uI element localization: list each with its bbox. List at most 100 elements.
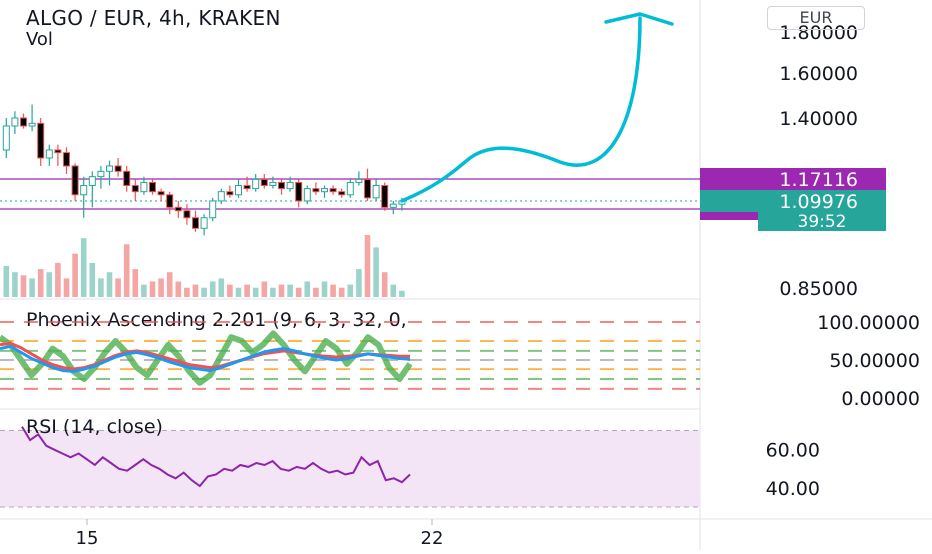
- candle-body: [157, 191, 165, 196]
- volume-bar: [244, 284, 250, 297]
- rsi-line: [21, 426, 411, 488]
- candle-body: [140, 181, 148, 193]
- volume-bar: [55, 262, 61, 297]
- price-tick-label: 1.80000: [779, 22, 858, 44]
- candle-body: [106, 165, 113, 172]
- candle-body: [364, 178, 371, 199]
- volume-bar: [235, 287, 242, 297]
- time-tick-label: 22: [421, 528, 444, 549]
- countdown-tag: [758, 211, 886, 231]
- candle-body: [372, 185, 380, 199]
- candle-body: [174, 206, 182, 212]
- candle-body: [80, 185, 88, 196]
- candle-body: [200, 217, 208, 229]
- phoenix-tick-label: 100.00000: [817, 312, 920, 334]
- volume-bar: [390, 284, 397, 297]
- candle-body: [338, 191, 346, 196]
- volume-bar: [12, 272, 18, 297]
- currency-button[interactable]: EUR: [767, 6, 865, 30]
- candle-body: [192, 217, 199, 229]
- volume-bar: [132, 269, 139, 297]
- candle-body: [28, 122, 36, 127]
- candle-body: [226, 191, 234, 196]
- volume-bar: [106, 272, 113, 297]
- volume-bar: [46, 272, 53, 297]
- symbol-title: ALGO / EUR, 4h, KRAKEN: [26, 6, 281, 30]
- price-tick-label: 0.85000: [779, 278, 858, 300]
- candle-body: [63, 152, 70, 167]
- volume-bar: [356, 269, 362, 297]
- candle-body: [71, 165, 79, 196]
- volume-bar: [399, 290, 405, 297]
- volume-bar: [141, 284, 147, 297]
- candle-body: [381, 185, 389, 208]
- phoenix-title: Phoenix Ascending 2.201 (9, 6, 3, 32, 0,: [26, 309, 407, 331]
- candle-body: [295, 181, 303, 202]
- volume-bar: [3, 266, 10, 297]
- candle-body: [260, 178, 268, 187]
- candle-body: [97, 170, 105, 178]
- volume-bar: [115, 278, 121, 297]
- rsi-band: [0, 430, 700, 507]
- candle-body: [123, 170, 131, 187]
- resistance-price-tag: [700, 168, 886, 190]
- candle-body: [389, 203, 397, 208]
- volume-bar: [287, 284, 293, 297]
- candle-body: [303, 188, 311, 202]
- candle-body: [269, 181, 277, 187]
- candle-body: [355, 178, 363, 183]
- volume-bar: [20, 275, 27, 297]
- candle-body: [131, 185, 139, 193]
- volume-bar: [29, 278, 35, 297]
- price-tick-label: 1.60000: [779, 63, 858, 85]
- volume-bar: [72, 253, 78, 297]
- candle-body: [166, 194, 174, 208]
- volume-bar: [192, 284, 199, 297]
- volume-bar: [373, 247, 379, 297]
- candle-body: [149, 181, 156, 193]
- countdown-label: 39:52: [798, 212, 847, 232]
- candle-body: [45, 149, 53, 159]
- candle-body: [346, 181, 354, 196]
- time-tick-label: 15: [76, 528, 99, 549]
- candle-body: [20, 117, 27, 127]
- candle-body: [252, 178, 260, 190]
- candle-body: [312, 188, 320, 193]
- volume-bar: [313, 287, 319, 297]
- volume-bar: [37, 269, 44, 297]
- volume-bar: [184, 287, 190, 297]
- current-price-tag: [700, 190, 886, 212]
- volume-bar: [201, 287, 207, 297]
- phoenix-tick-label: 50.00000: [829, 350, 920, 372]
- candle-body: [235, 185, 242, 196]
- volume-bar: [330, 284, 336, 297]
- projection-arrow: [400, 16, 642, 203]
- volume-bar: [80, 238, 87, 297]
- volume-bar: [209, 281, 216, 297]
- candle-body: [2, 125, 10, 151]
- rsi-tick-label: 40.00: [766, 478, 820, 500]
- candle-body: [114, 165, 122, 172]
- phoenix-slow-line: [0, 344, 411, 373]
- phoenix-tick-label: 0.00000: [841, 388, 920, 410]
- projection-arrow-head: [604, 12, 674, 26]
- volume-bar: [321, 281, 328, 297]
- volume-bar: [123, 244, 130, 297]
- volume-bar: [304, 281, 311, 297]
- candle-body: [37, 122, 45, 159]
- candle-body: [321, 188, 328, 193]
- phoenix-fast-line: [0, 341, 410, 371]
- candle-body: [329, 188, 337, 193]
- rsi-tick-label: 60.00: [766, 440, 820, 462]
- volume-bar: [166, 272, 173, 297]
- current-price-label: 1.09976: [779, 191, 858, 213]
- price-tick-label: 1.40000: [779, 108, 858, 130]
- volume-bar: [338, 287, 345, 297]
- candle-body: [88, 176, 96, 187]
- candle-body: [286, 181, 294, 190]
- volume-bar: [175, 281, 182, 297]
- volume-bar: [381, 272, 388, 297]
- volume-bar: [89, 262, 96, 297]
